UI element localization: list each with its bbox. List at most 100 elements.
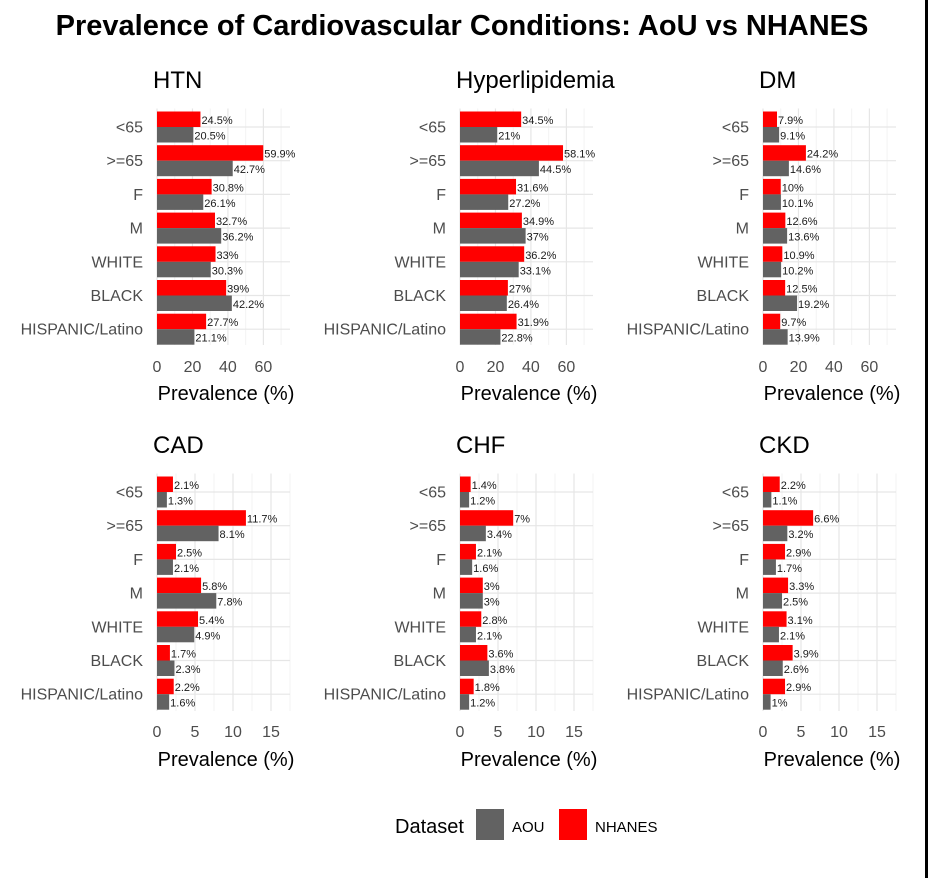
x-tick-label: 15 [868, 724, 886, 741]
data-label-nhanes: 24.2% [807, 149, 838, 161]
y-category-label: HISPANIC/Latino [21, 687, 144, 704]
data-label-aou: 19.2% [798, 299, 829, 311]
data-label-aou: 3.2% [788, 529, 813, 541]
data-label-aou: 2.5% [783, 597, 808, 609]
y-category-label: BLACK [394, 653, 447, 670]
bar-nhanes [763, 510, 814, 526]
bar-aou [460, 261, 519, 278]
y-category-label: WHITE [697, 254, 749, 271]
data-label-nhanes: 3.6% [488, 649, 513, 661]
panel-cad: 0 5 10 15 CAD <65 >=65 FM WHITE BLACK HISPANIC/Lat… [21, 432, 295, 771]
bar-nhanes [763, 280, 786, 296]
y-category-label: WHITE [91, 254, 143, 271]
bar-aou [460, 660, 489, 676]
bar-nhanes [460, 645, 488, 661]
bar-aou [763, 261, 782, 278]
x-tick-label: 15 [262, 724, 280, 741]
data-label-aou: 3.8% [490, 664, 515, 676]
data-label-aou: 8.1% [220, 529, 245, 541]
y-category-label: F [436, 187, 446, 204]
bar-aou [157, 127, 194, 143]
data-label-nhanes: 31.9% [518, 317, 549, 329]
panel-title: CAD [153, 432, 204, 459]
data-label-aou: 20.5% [194, 131, 225, 143]
data-label-nhanes: 1.4% [472, 480, 497, 492]
panel-title: CHF [456, 432, 505, 459]
x-tick-label: 60 [558, 359, 576, 376]
y-category-label: M [130, 221, 143, 238]
bar-nhanes [763, 246, 783, 262]
bar-nhanes [460, 246, 525, 262]
y-category-label: M [736, 221, 749, 238]
bar-aou [157, 525, 219, 542]
x-tick-label: 60 [861, 359, 879, 376]
bar-aou [763, 492, 772, 508]
bar-aou [763, 559, 776, 575]
y-category-label: <65 [722, 485, 749, 502]
data-label-aou: 30.3% [212, 265, 243, 277]
bar-nhanes [460, 678, 474, 695]
data-label-aou: 36.2% [222, 232, 253, 244]
bar-nhanes [157, 577, 202, 594]
data-label-aou: 1.3% [168, 496, 193, 508]
data-label-nhanes: 2.1% [477, 547, 502, 559]
data-label-aou: 1.6% [473, 563, 498, 575]
bar-nhanes [460, 510, 514, 526]
y-category-label: F [436, 552, 446, 569]
x-tick-label: 60 [255, 359, 273, 376]
bar-nhanes [460, 476, 471, 492]
data-label-aou: 27.2% [509, 198, 540, 210]
x-tick-label: 5 [797, 724, 806, 741]
bar-nhanes [460, 313, 517, 330]
bar-nhanes [460, 145, 564, 161]
data-label-aou: 4.9% [195, 630, 220, 642]
data-label-aou: 44.5% [540, 164, 571, 176]
data-label-nhanes: 12.6% [786, 216, 817, 228]
y-category-label: BLACK [697, 653, 750, 670]
legend-label-nhanes: NHANES [595, 819, 658, 836]
data-label-aou: 2.1% [477, 630, 502, 642]
y-category-label: BLACK [394, 288, 447, 305]
bar-aou [763, 228, 788, 244]
x-axis-label: Prevalence (%) [764, 383, 901, 405]
x-tick-label: 10 [830, 724, 848, 741]
panel-htn: 0 20 40 60 HTN <65 >=65 FM WHITE BLACK HISPANIC/La… [21, 67, 296, 405]
data-label-nhanes: 2.8% [482, 615, 507, 627]
y-category-label: HISPANIC/Latino [21, 322, 144, 339]
panels: 0 20 40 60HTN<65>=65FMWHITEBLACKHISPANIC/La… [21, 67, 901, 771]
bar-aou [460, 228, 526, 244]
bar-nhanes [763, 145, 806, 161]
bar-nhanes [763, 313, 781, 330]
bar-aou [460, 295, 507, 311]
bar-nhanes [157, 212, 215, 229]
data-label-aou: 33.1% [520, 265, 551, 277]
data-label-nhanes: 34.5% [522, 115, 553, 127]
data-label-nhanes: 24.5% [201, 115, 232, 127]
data-label-nhanes: 39% [227, 284, 249, 296]
y-category-label: HISPANIC/Latino [627, 687, 750, 704]
bar-nhanes [157, 611, 199, 627]
bar-nhanes [763, 111, 778, 127]
data-label-nhanes: 2.2% [175, 682, 200, 694]
data-label-aou: 1.1% [772, 496, 797, 508]
data-label-aou: 21% [498, 131, 520, 143]
y-category-label: >=65 [410, 518, 447, 535]
y-category-label: M [736, 586, 749, 603]
data-label-aou: 1% [772, 698, 788, 710]
x-tick-label: 5 [494, 724, 503, 741]
data-label-aou: 1.7% [777, 563, 802, 575]
data-label-nhanes: 11.7% [247, 514, 278, 526]
bar-aou [157, 228, 222, 244]
legend: Dataset AOU NHANES [395, 809, 658, 840]
y-category-label: HISPANIC/Latino [324, 687, 447, 704]
data-label-aou: 22.8% [501, 333, 532, 345]
bar-aou [157, 194, 204, 210]
bar-aou [460, 492, 470, 508]
bar-aou [763, 660, 783, 676]
y-category-label: HISPANIC/Latino [627, 322, 750, 339]
x-axis-label: Prevalence (%) [764, 749, 901, 771]
panel-title: CKD [759, 432, 810, 459]
bar-aou [157, 694, 170, 710]
y-category-label: F [133, 552, 143, 569]
